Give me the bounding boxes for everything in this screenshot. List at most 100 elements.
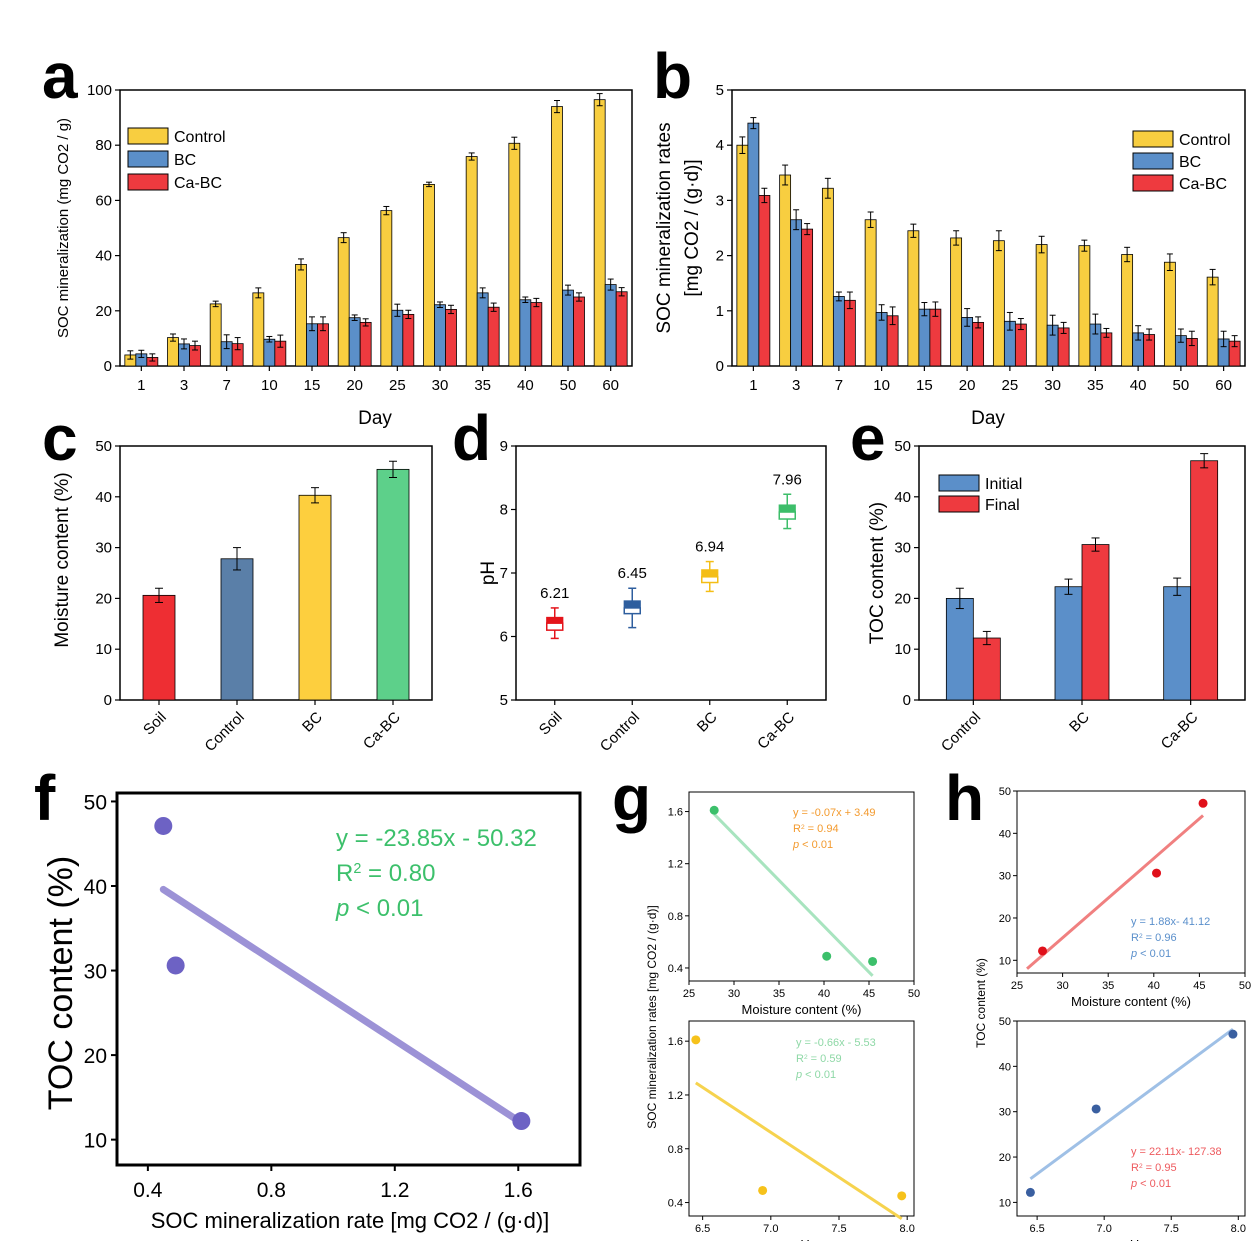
x-axis-label: Day	[358, 408, 392, 429]
r-squared: R2 = 0.59	[796, 1053, 842, 1065]
x-tick-label: 25	[683, 988, 695, 1000]
y-tick-label: 1.6	[668, 1036, 683, 1048]
y-axis-label: Moisture content (%)	[52, 472, 73, 647]
x-tick-label: 0.8	[257, 1179, 286, 1202]
data-point	[1198, 798, 1208, 808]
bar	[167, 337, 179, 367]
legend-label: BC	[174, 152, 196, 169]
legend-swatch	[938, 495, 980, 513]
y-tick-label: 60	[95, 192, 112, 209]
x-tick-label: BC	[299, 709, 326, 736]
y-tick-label: 10	[894, 641, 911, 658]
y-tick-label: 6	[500, 629, 508, 646]
y-axis-label: SOC mineralization (mg CO2 / g)	[55, 118, 72, 338]
bar	[359, 321, 372, 367]
p-value: p < 0.01	[335, 895, 423, 922]
x-tick-label: 35	[1087, 377, 1104, 394]
bar	[476, 292, 489, 367]
y-tick-label: 20	[894, 590, 911, 607]
bar	[380, 210, 393, 367]
data-point	[1152, 868, 1162, 878]
x-tick-label: 45	[863, 988, 875, 1000]
y-tick-label: 2	[716, 248, 724, 265]
x-tick-label: Control	[202, 709, 248, 755]
y-tick-label: 0	[903, 692, 911, 709]
y-tick-label: 3	[716, 192, 724, 209]
panel-letter: g	[612, 762, 651, 834]
x-tick-label: 50	[908, 988, 920, 1000]
bar	[562, 289, 574, 367]
x-tick-label: 30	[1044, 377, 1061, 394]
panel-letter: a	[42, 40, 78, 112]
x-axis-label: pH	[1123, 1237, 1140, 1241]
bar	[950, 237, 963, 367]
data-point	[822, 951, 832, 961]
x-tick-label: 7.5	[831, 1223, 846, 1235]
value-label: 7.96	[773, 471, 802, 488]
bar	[1035, 244, 1048, 367]
x-tick-label: 10	[261, 377, 278, 394]
x-axis-label: Moisture content (%)	[1071, 994, 1191, 1009]
x-tick-label: 3	[792, 377, 800, 394]
bar	[337, 237, 350, 367]
box-lower	[701, 576, 719, 584]
legend-label: Ca-BC	[1179, 176, 1227, 193]
data-point	[512, 1112, 531, 1131]
y-tick-label: 0.8	[668, 1144, 683, 1156]
p-value: p < 0.01	[795, 1069, 836, 1081]
bar	[298, 494, 332, 701]
data-point	[758, 1185, 768, 1195]
y-tick-label: 30	[95, 540, 112, 557]
y-tick-label: 10	[999, 955, 1011, 967]
legend-swatch	[938, 474, 980, 492]
x-tick-label: Soil	[140, 709, 170, 739]
y-tick-label: 30	[894, 540, 911, 557]
plot-frame	[1016, 790, 1246, 974]
x-tick-label: 7	[835, 377, 843, 394]
y-tick-label: 0.4	[668, 1198, 683, 1210]
bar	[391, 309, 404, 367]
fit-equation: y = -0.66x - 5.53	[796, 1037, 876, 1049]
fit-equation: y = 22.11x- 127.38	[1131, 1146, 1222, 1158]
bar	[843, 299, 856, 367]
panel-letter: b	[653, 40, 692, 112]
x-tick-label: 1	[137, 377, 145, 394]
x-tick-label: 7.0	[763, 1223, 778, 1235]
x-tick-label: Control	[597, 709, 643, 755]
y-tick-label: 20	[999, 913, 1011, 925]
bar	[295, 264, 307, 367]
x-tick-label: 35	[474, 377, 491, 394]
bar	[801, 228, 814, 367]
data-point	[709, 805, 719, 815]
x-tick-label: 8.0	[1231, 1223, 1246, 1235]
x-tick-label: 40	[1148, 980, 1160, 992]
legend-swatch	[1132, 152, 1174, 170]
bar	[864, 219, 877, 367]
legend-swatch	[127, 127, 169, 145]
bar	[832, 296, 845, 367]
bar	[907, 230, 920, 367]
box-upper	[701, 569, 719, 578]
bar	[1163, 586, 1192, 701]
bar	[434, 304, 446, 367]
bar	[1190, 460, 1219, 701]
x-tick-label: 40	[818, 988, 830, 1000]
x-tick-label: 6.5	[695, 1223, 710, 1235]
bar	[209, 303, 222, 367]
legend-label: Control	[1179, 132, 1231, 149]
value-label: 6.94	[695, 539, 724, 556]
bar	[1206, 276, 1219, 367]
bar	[530, 302, 543, 367]
x-tick-label: 50	[1173, 377, 1190, 394]
y-tick-label: 7	[500, 565, 508, 582]
y-tick-label: 1.2	[668, 859, 683, 871]
data-point	[1228, 1029, 1238, 1039]
x-tick-label: 8.0	[900, 1223, 915, 1235]
bar	[615, 291, 628, 367]
x-tick-label: 35	[773, 988, 785, 1000]
y-tick-label: 100	[87, 82, 112, 99]
bar	[423, 183, 435, 367]
y-axis-label: pH	[478, 561, 499, 585]
plot-frame	[115, 791, 582, 1167]
x-tick-label: Ca-BC	[360, 709, 404, 753]
